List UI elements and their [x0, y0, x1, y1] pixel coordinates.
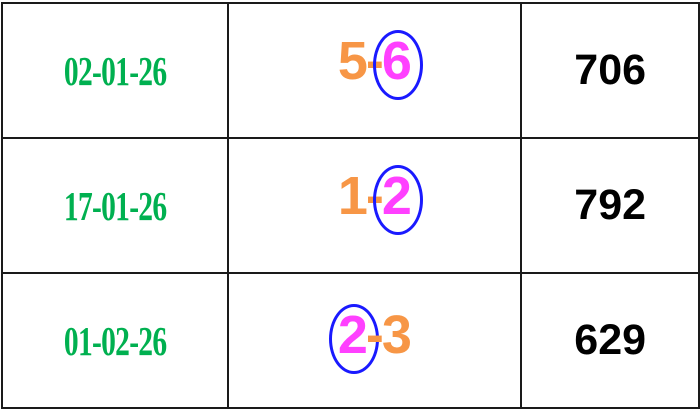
- jodi-cell: 5-6: [227, 2, 523, 139]
- date-cell: 02-01-26: [0, 2, 230, 139]
- panel-number: 629: [574, 316, 647, 364]
- table-row: 01-02-26 2-3 629: [0, 272, 700, 409]
- jodi-digit: 1: [337, 165, 368, 226]
- jodi: 1-2: [337, 164, 423, 235]
- table-row: 02-01-26 5-6 706: [0, 2, 700, 139]
- date: 17-01-26: [63, 182, 167, 229]
- circled-jodi-digit: 2: [328, 303, 379, 374]
- panel-number: 706: [574, 46, 647, 94]
- panel-cell: 706: [520, 2, 700, 139]
- panel-cell: 792: [520, 137, 700, 274]
- jodi: 2-3: [328, 303, 412, 374]
- panel-number: 792: [574, 181, 647, 229]
- jodi-cell: 1-2: [227, 137, 523, 274]
- circled-jodi-digit: 2: [372, 164, 423, 235]
- circled-jodi-digit: 6: [372, 29, 423, 100]
- date-cell: 01-02-26: [0, 272, 230, 409]
- jodi-dash: -: [365, 304, 384, 365]
- panel-cell: 629: [520, 272, 700, 409]
- date: 01-02-26: [63, 317, 167, 364]
- jodi-digit: 5: [337, 30, 368, 91]
- date: 02-01-26: [63, 47, 167, 94]
- date-cell: 17-01-26: [0, 137, 230, 274]
- table-row: 17-01-26 1-2 792: [0, 137, 700, 274]
- jodi-digit: 3: [381, 304, 412, 365]
- jodi: 5-6: [337, 29, 423, 100]
- jodi-cell: 2-3: [227, 272, 523, 409]
